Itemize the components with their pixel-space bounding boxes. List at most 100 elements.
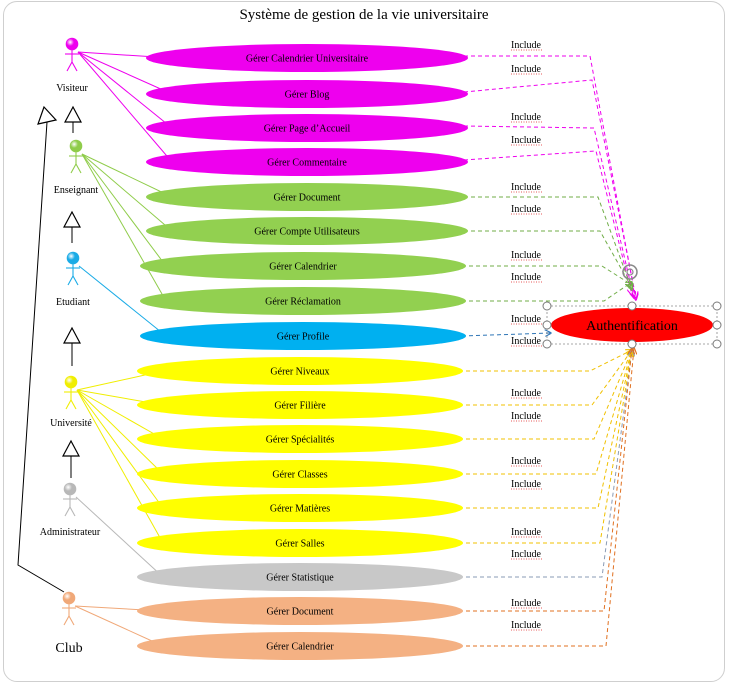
include-label: Include — [511, 479, 542, 490]
resize-handle[interactable] — [542, 320, 552, 330]
actor-leg — [70, 399, 77, 410]
include-line — [459, 350, 632, 544]
actor-leg — [75, 163, 82, 174]
resize-handle[interactable] — [712, 301, 722, 311]
use-case-shape — [137, 494, 463, 522]
include-label: Include — [511, 411, 542, 422]
include-line — [459, 348, 634, 647]
association-line — [81, 153, 173, 198]
actor-head-icon — [62, 591, 76, 605]
resize-handle[interactable] — [627, 339, 637, 349]
actor-club[interactable]: Club — [55, 591, 83, 656]
association-line — [76, 389, 164, 440]
resize-handle[interactable] — [712, 339, 722, 349]
use-case[interactable]: Gérer Document — [137, 597, 463, 625]
association-line — [81, 153, 173, 232]
use-case[interactable]: Gérer Classes — [137, 460, 463, 488]
actor-leg — [65, 399, 72, 410]
use-case-label: Gérer Niveaux — [270, 367, 329, 378]
association-line — [81, 153, 167, 302]
use-case[interactable]: Gérer Réclamation — [140, 287, 466, 315]
actor-label: Etudiant — [56, 297, 90, 308]
use-case-label: Gérer Réclamation — [265, 297, 341, 308]
use-case-label: Gérer Document — [274, 193, 341, 204]
use-case-shape — [137, 460, 463, 488]
association-line — [76, 389, 164, 509]
authentification-label: Authentification — [586, 319, 678, 334]
actor-head-icon — [69, 139, 83, 153]
include-label: Include — [511, 112, 542, 123]
include-line — [464, 196, 632, 290]
use-case-shape — [146, 44, 468, 72]
use-case[interactable]: Gérer Calendrier Universitaire — [146, 44, 468, 72]
include-label: Include — [511, 314, 542, 325]
actor-administrateur[interactable]: Administrateur — [40, 482, 101, 538]
use-case[interactable]: Gérer Niveaux — [137, 357, 463, 385]
include-line — [463, 150, 632, 295]
association-line — [75, 496, 164, 578]
use-case[interactable]: Gérer Salles — [137, 529, 463, 557]
use-case-shape — [146, 183, 468, 211]
generalization-arrow — [37, 105, 58, 125]
actor-leg — [64, 506, 71, 517]
use-case-label: Gérer Calendrier Universitaire — [246, 54, 369, 65]
actor-head-icon — [65, 37, 79, 51]
include-label: Include — [511, 620, 542, 631]
actor-leg — [72, 275, 79, 286]
actor-etudiant[interactable]: Etudiant — [56, 251, 90, 308]
association-line — [77, 51, 173, 95]
actor-universite[interactable]: Université — [50, 375, 92, 429]
use-case-shape — [140, 322, 466, 350]
use-case[interactable]: Gérer Statistique — [137, 563, 463, 591]
resize-handle[interactable] — [542, 339, 552, 349]
actor-label: Club — [55, 641, 82, 656]
use-case-shape — [146, 217, 468, 245]
include-label: Include — [511, 388, 542, 399]
use-case-label: Gérer Commentaire — [267, 158, 347, 169]
generalization-arrow — [62, 439, 80, 457]
actor-label: Enseignant — [54, 185, 99, 196]
use-case-shape — [137, 597, 463, 625]
actor-leg — [63, 615, 70, 626]
include-line — [464, 55, 636, 300]
association-line — [76, 389, 164, 544]
include-line — [463, 79, 636, 298]
use-case-shape — [137, 563, 463, 591]
use-case[interactable]: Gérer Spécialités — [137, 425, 463, 453]
resize-handle[interactable] — [627, 301, 637, 311]
include-line — [462, 282, 632, 302]
use-case-shape — [140, 287, 466, 315]
include-label: Include — [511, 598, 542, 609]
use-case-label: Gérer Calendrier — [269, 262, 337, 273]
use-case[interactable]: Gérer Calendrier — [140, 252, 466, 280]
include-label: Include — [511, 527, 542, 538]
actor-head-icon — [64, 375, 78, 389]
actor-leg — [71, 61, 78, 72]
resize-handle[interactable] — [712, 320, 722, 330]
use-case[interactable]: Gérer Matières — [137, 494, 463, 522]
use-case[interactable]: Gérer Filière — [137, 391, 463, 419]
use-case[interactable]: Gérer Profile — [140, 322, 466, 350]
use-case[interactable]: Gérer Document — [146, 183, 468, 211]
actor-enseignant[interactable]: Enseignant — [54, 139, 99, 196]
include-line — [459, 350, 632, 372]
authentification-shape — [551, 308, 713, 342]
rotate-handle-inner — [626, 268, 634, 276]
use-case[interactable]: Gérer Page d’Accueil — [146, 114, 468, 142]
use-case-shape — [146, 80, 468, 108]
actor-head-icon — [63, 482, 77, 496]
resize-handle[interactable] — [542, 301, 552, 311]
use-case[interactable]: Gérer Compte Utilisateurs — [146, 217, 468, 245]
use-case[interactable]: Gérer Commentaire — [146, 148, 468, 176]
use-case-authentification[interactable]: Authentification — [542, 301, 722, 349]
use-case[interactable]: Gérer Blog — [146, 80, 468, 108]
use-case[interactable]: Gérer Calendrier — [137, 632, 463, 660]
include-label: Include — [511, 135, 542, 146]
include-label: Include — [511, 204, 542, 215]
actor-visiteur[interactable]: Visiteur — [56, 37, 88, 94]
use-case-label: Gérer Profile — [277, 332, 330, 343]
actor-head-icon — [66, 251, 80, 265]
use-case-label: Gérer Filière — [274, 401, 326, 412]
include-line — [464, 230, 632, 288]
